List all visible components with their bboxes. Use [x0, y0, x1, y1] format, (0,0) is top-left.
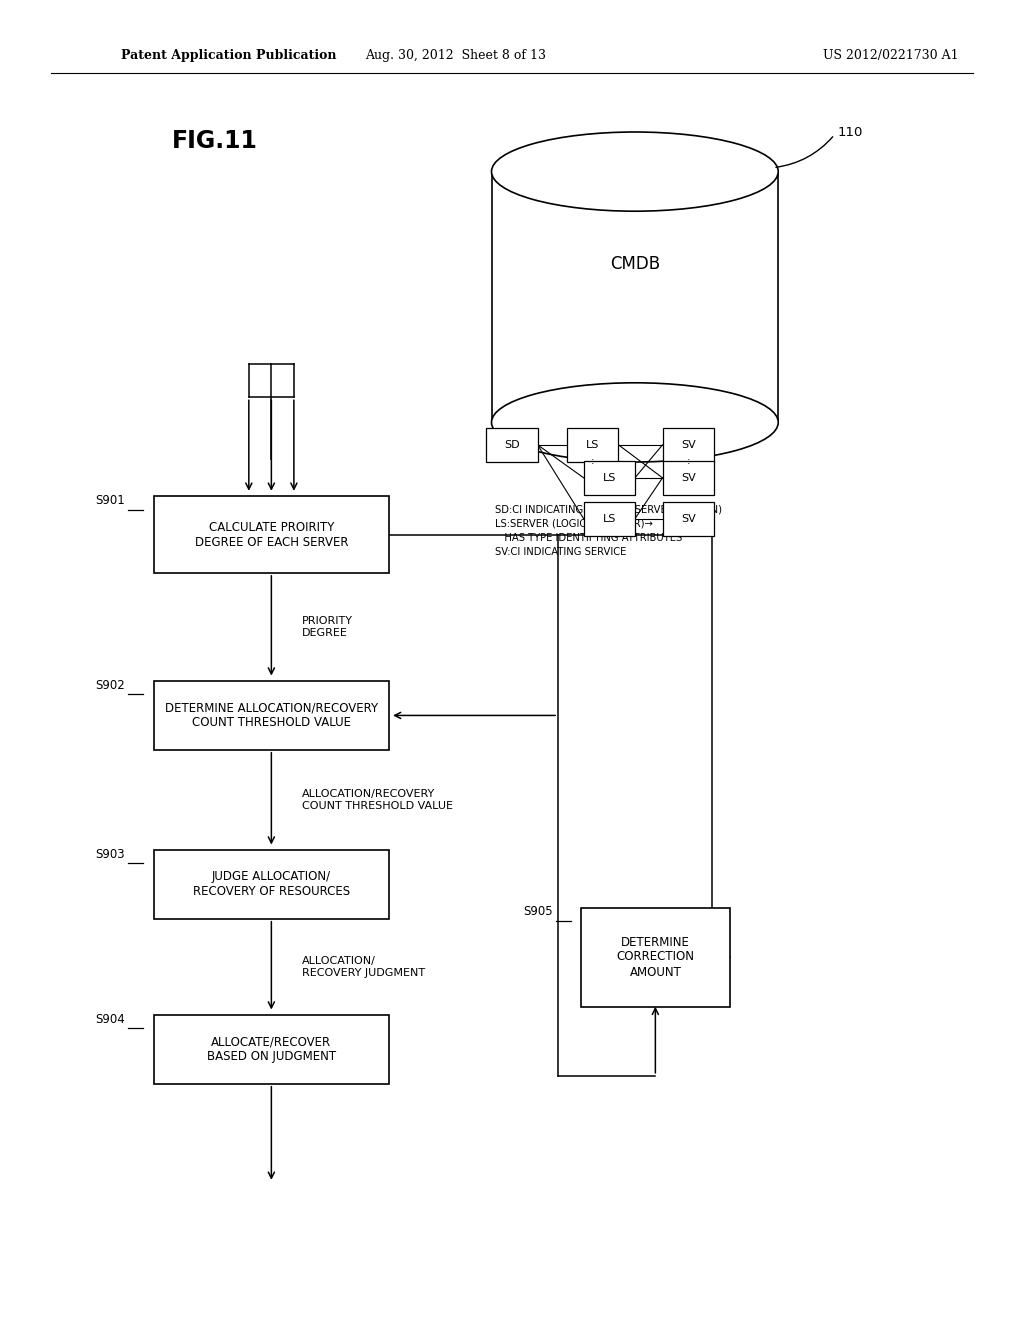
Text: :: :	[686, 457, 690, 466]
Text: S904: S904	[95, 1012, 125, 1026]
Bar	[584, 502, 635, 536]
Bar	[663, 428, 714, 462]
Bar	[486, 428, 538, 462]
Text: CMDB: CMDB	[610, 255, 659, 273]
Text: ALLOCATE/RECOVER
BASED ON JUDGMENT: ALLOCATE/RECOVER BASED ON JUDGMENT	[207, 1035, 336, 1064]
Ellipse shape	[492, 383, 778, 462]
Bar	[154, 496, 389, 573]
Text: S901: S901	[95, 494, 125, 507]
Text: :: :	[591, 457, 595, 466]
Text: ALLOCATION/RECOVERY
COUNT THRESHOLD VALUE: ALLOCATION/RECOVERY COUNT THRESHOLD VALU…	[302, 789, 453, 810]
Text: JUDGE ALLOCATION/
RECOVERY OF RESOURCES: JUDGE ALLOCATION/ RECOVERY OF RESOURCES	[193, 870, 350, 899]
Text: FIG.11: FIG.11	[172, 129, 258, 153]
Bar	[154, 850, 389, 919]
Bar	[492, 172, 778, 422]
Bar	[154, 681, 389, 750]
Text: LS: LS	[586, 440, 600, 450]
Text: S902: S902	[95, 678, 125, 692]
Text: SD: SD	[504, 440, 520, 450]
Bar	[567, 428, 618, 462]
Text: S903: S903	[95, 847, 125, 861]
Text: PRIORITY
DEGREE: PRIORITY DEGREE	[302, 616, 353, 638]
Text: SV: SV	[681, 513, 695, 524]
Bar	[663, 461, 714, 495]
Text: S905: S905	[523, 906, 553, 919]
Ellipse shape	[492, 132, 778, 211]
Text: Patent Application Publication: Patent Application Publication	[121, 49, 336, 62]
Bar	[584, 461, 635, 495]
Text: SV: SV	[681, 473, 695, 483]
Text: SD:CI INDICATING DOMAIN (SERVER DOMAIN)
LS:SERVER (LOGICAL SERVER)→
   HAS TYPE : SD:CI INDICATING DOMAIN (SERVER DOMAIN) …	[495, 504, 722, 557]
Text: DETERMINE
CORRECTION
AMOUNT: DETERMINE CORRECTION AMOUNT	[616, 936, 694, 978]
Text: LS: LS	[602, 513, 616, 524]
Text: US 2012/0221730 A1: US 2012/0221730 A1	[823, 49, 958, 62]
Bar	[582, 908, 729, 1006]
Text: 110: 110	[838, 125, 863, 139]
Text: DETERMINE ALLOCATION/RECOVERY
COUNT THRESHOLD VALUE: DETERMINE ALLOCATION/RECOVERY COUNT THRE…	[165, 701, 378, 730]
Text: Aug. 30, 2012  Sheet 8 of 13: Aug. 30, 2012 Sheet 8 of 13	[366, 49, 546, 62]
Text: LS: LS	[602, 473, 616, 483]
Bar	[154, 1015, 389, 1084]
Text: SV: SV	[681, 440, 695, 450]
Text: CALCULATE PROIRITY
DEGREE OF EACH SERVER: CALCULATE PROIRITY DEGREE OF EACH SERVER	[195, 520, 348, 549]
Bar	[663, 502, 714, 536]
Text: ALLOCATION/
RECOVERY JUDGMENT: ALLOCATION/ RECOVERY JUDGMENT	[302, 956, 425, 978]
